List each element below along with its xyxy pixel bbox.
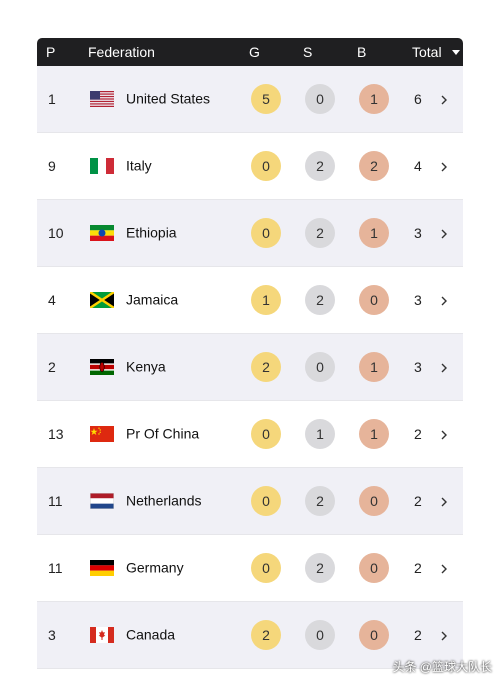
row-country-name: Ethiopia [126,224,177,241]
row-total: 3 [414,225,422,241]
ethiopia-flag-icon [90,225,114,241]
table-row[interactable]: 10 Ethiopia 0 2 1 3 [37,200,463,267]
row-position: 10 [48,225,64,241]
bronze-medal-count: 0 [359,285,389,315]
silver-medal-count: 0 [305,84,335,114]
silver-medal-count: 2 [305,151,335,181]
canada-flag-icon [90,627,114,643]
row-position: 9 [48,158,56,174]
netherlands-flag-icon [90,493,114,509]
medal-table: P Federation G S B Total 1 United States 5… [37,38,463,669]
row-position: 11 [48,560,63,576]
table-row[interactable]: 9 Italy 0 2 2 4 [37,133,463,200]
watermark: 头条 @篮球大队长 [392,660,492,674]
row-country-name: Germany [126,559,184,576]
kenya-flag-icon [90,359,114,375]
silver-medal-count: 2 [305,486,335,516]
bronze-medal-count: 0 [359,553,389,583]
gold-medal-count: 5 [251,84,281,114]
silver-medal-count: 2 [305,218,335,248]
row-total: 2 [414,426,422,442]
row-country-name: Netherlands [126,492,202,509]
gold-medal-count: 2 [251,620,281,650]
row-country-name: Kenya [126,358,166,375]
row-position: 11 [48,493,63,509]
chevron-right-icon[interactable] [439,629,449,641]
bronze-medal-count: 1 [359,419,389,449]
header-total[interactable]: Total [412,44,442,60]
bronze-medal-count: 0 [359,620,389,650]
sort-caret-down-icon[interactable] [452,50,460,55]
bronze-medal-count: 1 [359,218,389,248]
jamaica-flag-icon [90,292,114,308]
table-row[interactable]: 1 United States 5 0 1 6 [37,66,463,133]
chevron-right-icon[interactable] [439,227,449,239]
bronze-medal-count: 1 [359,352,389,382]
row-total: 2 [414,493,422,509]
row-country-name: United States [126,90,211,107]
gold-medal-count: 2 [251,352,281,382]
gold-medal-count: 0 [251,419,281,449]
row-total: 2 [414,627,422,643]
table-row[interactable]: 13 Pr Of China 0 1 1 2 [37,401,463,468]
chevron-right-icon[interactable] [439,428,449,440]
header-position[interactable]: P [46,44,56,60]
bronze-medal-count: 2 [359,151,389,181]
gold-medal-count: 0 [251,151,281,181]
silver-medal-count: 2 [305,285,335,315]
silver-medal-count: 0 [305,620,335,650]
silver-medal-count: 2 [305,553,335,583]
header-gold[interactable]: G [249,44,260,60]
italy-flag-icon [90,158,114,174]
row-total: 2 [414,560,422,576]
germany-flag-icon [90,560,114,576]
table-row[interactable]: 11 Netherlands 0 2 0 2 [37,468,463,535]
gold-medal-count: 0 [251,486,281,516]
gold-medal-count: 1 [251,285,281,315]
silver-medal-count: 0 [305,352,335,382]
row-total: 3 [414,292,422,308]
silver-medal-count: 1 [305,419,335,449]
chevron-right-icon[interactable] [439,562,449,574]
chevron-right-icon[interactable] [439,160,449,172]
table-row[interactable]: 4 Jamaica 1 2 0 3 [37,267,463,334]
chevron-right-icon[interactable] [439,294,449,306]
china-flag-icon [90,426,114,442]
row-country-name: Jamaica [126,291,179,308]
row-position: 13 [48,426,64,442]
usa-flag-icon [90,91,114,107]
table-body: 1 United States 5 0 1 6 9 Italy 0 2 2 4 10 Ethiopia 0 2… [37,66,463,669]
row-position: 4 [48,292,56,308]
bronze-medal-count: 1 [359,84,389,114]
row-position: 3 [48,627,56,643]
chevron-right-icon[interactable] [439,495,449,507]
bronze-medal-count: 0 [359,486,389,516]
row-country-name: Pr Of China [126,425,200,442]
row-position: 1 [48,91,56,107]
row-total: 6 [414,91,422,107]
table-row[interactable]: 11 Germany 0 2 0 2 [37,535,463,602]
row-position: 2 [48,359,56,375]
row-total: 4 [414,158,422,174]
table-row[interactable]: 3 Canada 2 0 0 2 [37,602,463,669]
header-bronze[interactable]: B [357,44,367,60]
header-federation[interactable]: Federation [88,44,155,60]
row-country-name: Canada [126,626,176,643]
table-row[interactable]: 2 Kenya 2 0 1 3 [37,334,463,401]
gold-medal-count: 0 [251,553,281,583]
chevron-right-icon[interactable] [439,93,449,105]
table-header: P Federation G S B Total [37,38,463,66]
chevron-right-icon[interactable] [439,361,449,373]
row-total: 3 [414,359,422,375]
row-country-name: Italy [126,157,152,174]
header-silver[interactable]: S [303,44,313,60]
gold-medal-count: 0 [251,218,281,248]
